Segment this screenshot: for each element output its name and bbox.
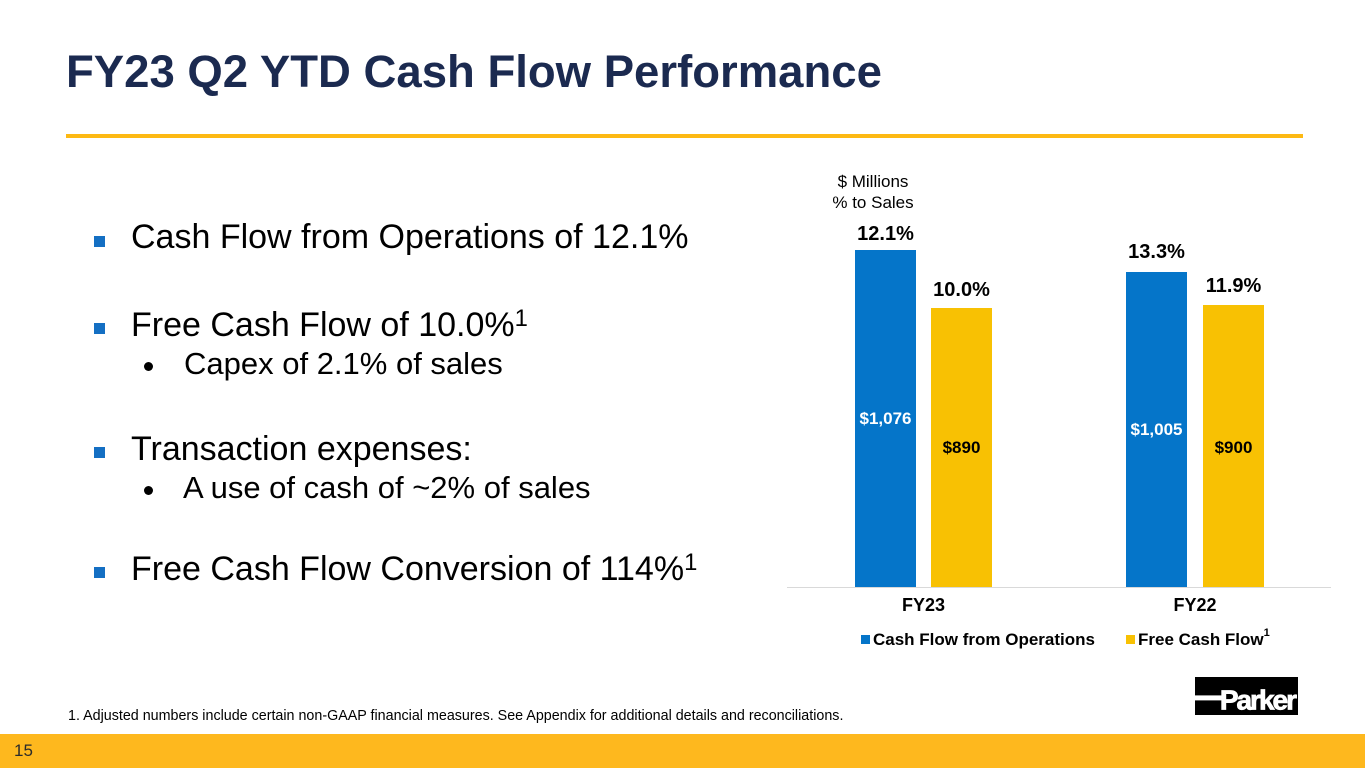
- svg-text:Parker: Parker: [1220, 685, 1297, 715]
